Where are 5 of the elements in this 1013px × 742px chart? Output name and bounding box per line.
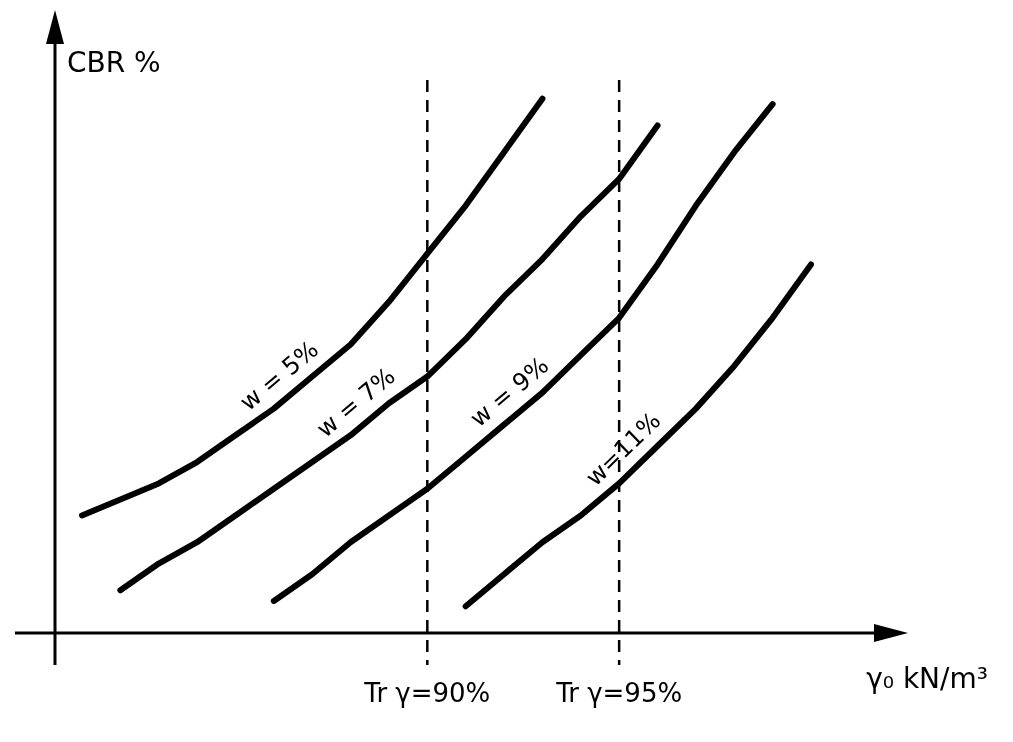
text: Tr γ=90% xyxy=(363,677,491,708)
y-axis-title: CBR % xyxy=(67,46,161,80)
text: w = 9% xyxy=(464,351,554,433)
text: Tr γ=95% xyxy=(555,677,683,708)
x-axis-title: γ₀ kN/m³ xyxy=(866,662,988,696)
